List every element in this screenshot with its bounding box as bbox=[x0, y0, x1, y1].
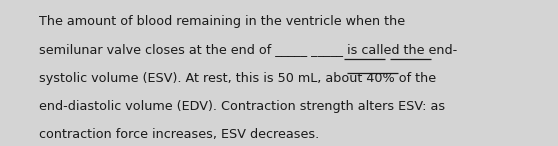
Text: end-diastolic volume (EDV). Contraction strength alters ESV: as: end-diastolic volume (EDV). Contraction … bbox=[39, 100, 445, 113]
Text: _____: _____ bbox=[39, 43, 71, 56]
Text: systolic volume (ESV). At rest, this is 50 mL, about 40% of the: systolic volume (ESV). At rest, this is … bbox=[39, 72, 436, 85]
Text: _____: _____ bbox=[39, 43, 71, 56]
Text: semilunar valve closes at the end of _____ _____ is called the end-: semilunar valve closes at the end of ___… bbox=[39, 43, 458, 56]
Text: contraction force increases, ESV decreases.: contraction force increases, ESV decreas… bbox=[39, 128, 319, 141]
Text: semilunar valve closes at the end of: semilunar valve closes at the end of bbox=[39, 43, 275, 56]
Text: The amount of blood remaining in the ventricle when the: The amount of blood remaining in the ven… bbox=[39, 15, 405, 28]
Text: systolic volume (ESV). At rest, this is: systolic volume (ESV). At rest, this is bbox=[39, 72, 278, 85]
Text: 50 mL: 50 mL bbox=[39, 72, 79, 85]
